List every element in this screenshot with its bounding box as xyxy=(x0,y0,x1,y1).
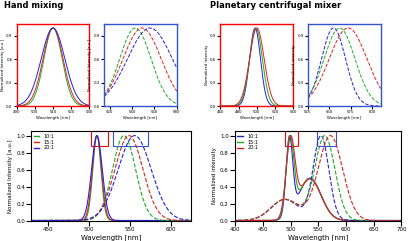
Text: Hand mixing: Hand mixing xyxy=(4,1,64,10)
X-axis label: Wavelength [nm]: Wavelength [nm] xyxy=(327,116,361,120)
X-axis label: Wavelength [nm]: Wavelength [nm] xyxy=(288,234,349,241)
Bar xyxy=(113,131,148,146)
Y-axis label: Normalized intensity: Normalized intensity xyxy=(292,45,296,85)
Y-axis label: Normalized Intensity [a.u.]: Normalized Intensity [a.u.] xyxy=(88,39,92,91)
Bar xyxy=(91,131,108,146)
X-axis label: Wavelength [nm]: Wavelength [nm] xyxy=(81,234,141,241)
Bar xyxy=(285,131,298,146)
Y-axis label: Normalized intensity: Normalized intensity xyxy=(212,147,217,204)
Text: Planetary centrifugal mixer: Planetary centrifugal mixer xyxy=(210,1,342,10)
X-axis label: Wavelength [nm]: Wavelength [nm] xyxy=(124,116,157,120)
Bar xyxy=(317,131,336,146)
Y-axis label: Normalized intensity: Normalized intensity xyxy=(205,45,209,85)
Legend: 10:1, 15:1, 20:1: 10:1, 15:1, 20:1 xyxy=(34,134,54,150)
X-axis label: Wavelength [nm]: Wavelength [nm] xyxy=(36,116,70,120)
X-axis label: Wavelength [nm]: Wavelength [nm] xyxy=(240,116,274,120)
Y-axis label: Normalized Intensity [a.u.]: Normalized Intensity [a.u.] xyxy=(1,39,5,91)
Y-axis label: Normalized Intensity [a.u.]: Normalized Intensity [a.u.] xyxy=(8,139,13,213)
Legend: 10:1, 15:1, 20:1: 10:1, 15:1, 20:1 xyxy=(238,134,258,150)
